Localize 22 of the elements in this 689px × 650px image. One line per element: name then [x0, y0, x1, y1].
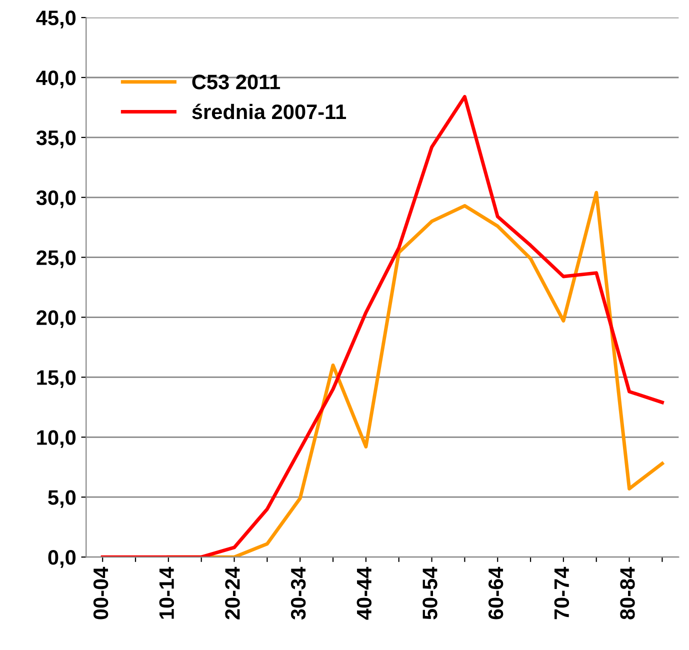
- x-tick-label: 60-64: [488, 566, 504, 620]
- y-tick-label: 45,0: [36, 10, 76, 28]
- y-tick-label: 5,0: [48, 490, 76, 508]
- x-tick-label: 70-74: [554, 566, 570, 620]
- y-tick-label: 25,0: [36, 250, 76, 268]
- y-tick-label: 40,0: [36, 70, 76, 88]
- x-tick-label: 40-44: [356, 566, 372, 620]
- y-tick-label: 30,0: [36, 190, 76, 208]
- line-series: [100, 94, 664, 558]
- y-tick-label: 10,0: [37, 430, 76, 448]
- y-tick-label: 0,0: [48, 550, 76, 568]
- x-tick-label: 30-34: [290, 566, 306, 620]
- x-tick-label: 80-84: [620, 566, 635, 620]
- y-tick-label: 15,0: [37, 370, 76, 388]
- x-tick-label: 20-24: [225, 566, 240, 620]
- x-tick-label: 10-14: [159, 566, 174, 619]
- x-tick-label: 50-54: [422, 566, 438, 620]
- legend-label: średnia 2007-11: [192, 104, 346, 120]
- y-tick-label: 20,0: [36, 310, 76, 328]
- y-tick-label: 35,0: [36, 130, 76, 148]
- x-tick-label: 00-04: [93, 566, 108, 620]
- legend-label: C53 2011: [192, 74, 280, 90]
